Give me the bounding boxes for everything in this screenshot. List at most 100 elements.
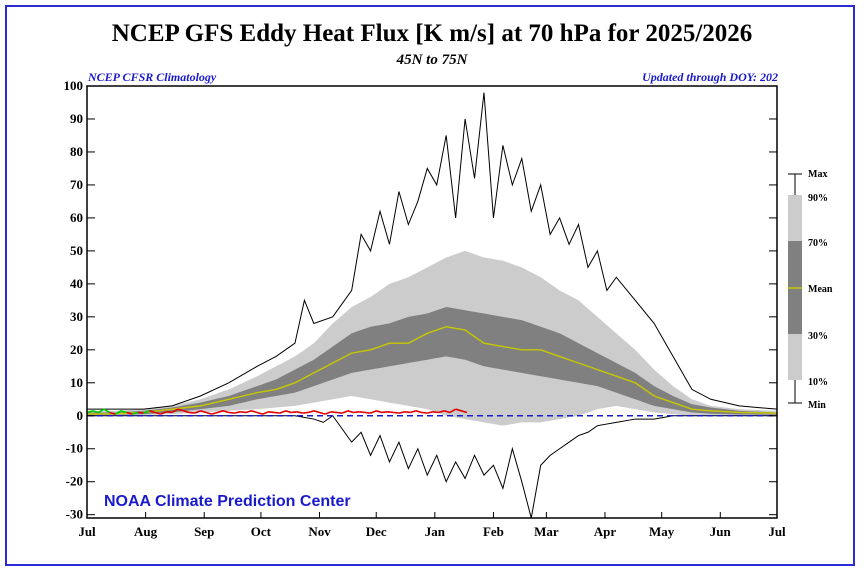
current-year-segment [234, 411, 241, 414]
current-year-segment [120, 410, 127, 414]
current-year-segment [347, 410, 354, 414]
current-year-segment [427, 411, 434, 414]
current-year-segment [364, 411, 371, 414]
x-tick-label: Sep [194, 524, 214, 539]
current-year-segment [97, 408, 105, 414]
y-tick-label: 50 [70, 243, 83, 258]
current-year-segment [421, 411, 428, 414]
current-year-segment [177, 408, 184, 412]
climatology-note: NCEP CFSR Climatology [88, 70, 217, 84]
x-tick-label: Jul [768, 524, 786, 539]
current-year-segment [217, 410, 224, 414]
legend-label: 90% [808, 193, 828, 204]
current-year-segment [398, 411, 405, 414]
legend-label: 10% [808, 377, 828, 388]
y-tick-label: 80 [70, 144, 83, 159]
current-year-segment [256, 411, 264, 415]
current-year-segment [154, 411, 161, 415]
current-year-segment [432, 411, 439, 414]
current-year-segment [166, 411, 173, 414]
current-year-segment [240, 411, 246, 414]
x-tick-label: Dec [366, 524, 387, 539]
y-tick-label: 100 [64, 78, 84, 93]
update-note: Updated through DOY: 202 [642, 70, 778, 84]
credit-label: NOAA Climate Prediction Center [104, 493, 351, 510]
current-year-segment [183, 410, 190, 414]
current-year-segment [126, 411, 133, 415]
current-year-segment [109, 411, 116, 415]
legend-label: Max [808, 169, 827, 180]
current-year-segment [461, 410, 468, 414]
current-year-segment [194, 410, 201, 414]
current-year-segment [291, 411, 297, 414]
legend-label: 30% [808, 331, 828, 342]
y-tick-label: -20 [66, 474, 83, 489]
current-year-segment [274, 411, 280, 414]
current-year-segment [393, 411, 400, 414]
chart-frame [5, 5, 855, 566]
current-year-segment [222, 410, 230, 414]
current-year-segment [92, 410, 99, 414]
current-year-segment [341, 410, 349, 414]
current-year-segment [205, 411, 212, 415]
current-year-segment [143, 410, 150, 414]
current-year-segment [324, 411, 332, 415]
current-year-segment [387, 411, 394, 414]
current-year-segment [228, 411, 235, 414]
current-year-segment [114, 410, 122, 415]
x-tick-label: Nov [308, 524, 331, 539]
max-line [87, 92, 778, 410]
current-year-segment [353, 411, 360, 414]
current-year-segment [279, 410, 286, 414]
x-tick-label: Mar [534, 524, 559, 539]
current-year-segment [211, 411, 218, 415]
current-year-segment [262, 411, 269, 415]
current-year-segment [251, 410, 258, 414]
current-year-segment [268, 411, 275, 414]
current-year-segment [319, 411, 326, 415]
y-tick-label: -10 [66, 441, 83, 456]
x-tick-label: Jul [78, 524, 96, 539]
current-year-segment [438, 410, 445, 414]
mean-line [86, 326, 778, 415]
x-tick-label: Jun [710, 524, 732, 539]
y-tick-label: 40 [70, 276, 83, 291]
y-tick-label: 30 [70, 309, 83, 324]
current-year-segment [171, 408, 179, 414]
legend-label: 70% [808, 238, 828, 249]
current-year-segment [370, 410, 377, 414]
current-year-segment [410, 410, 417, 414]
chart-title: NCEP GFS Eddy Heat Flux [K m/s] at 70 hP… [111, 20, 753, 47]
current-year-segment [86, 410, 93, 414]
current-year-segment [307, 410, 315, 414]
y-tick-label: 20 [70, 342, 83, 357]
current-year-segment [137, 411, 144, 414]
current-year-segment [404, 411, 411, 414]
current-year-segment [149, 410, 156, 414]
legend-label: Min [808, 400, 826, 411]
current-year-segment [313, 410, 320, 414]
current-year-segment [302, 411, 309, 414]
x-tick-label: May [649, 524, 675, 539]
x-tick-label: Feb [483, 524, 504, 539]
y-tick-label: -30 [66, 507, 83, 522]
x-tick-label: Apr [594, 524, 617, 539]
x-tick-label: Aug [134, 524, 158, 539]
y-tick-label: 60 [70, 210, 83, 225]
y-tick-label: 70 [70, 177, 83, 192]
legend-label: Mean [808, 284, 833, 295]
band-30-70 [87, 306, 777, 416]
current-year-segment [330, 411, 337, 414]
current-year-segment [103, 408, 111, 414]
current-year-segment [444, 410, 451, 414]
current-year-segment [285, 410, 292, 414]
current-year-segment [245, 410, 252, 414]
current-year-segment [455, 408, 462, 412]
y-tick-label: 10 [70, 375, 83, 390]
current-year-segment [296, 411, 303, 414]
y-tick-label: 0 [77, 408, 84, 423]
current-year-segment [200, 410, 207, 414]
current-year-segment [376, 410, 383, 414]
x-tick-label: Oct [251, 524, 272, 539]
